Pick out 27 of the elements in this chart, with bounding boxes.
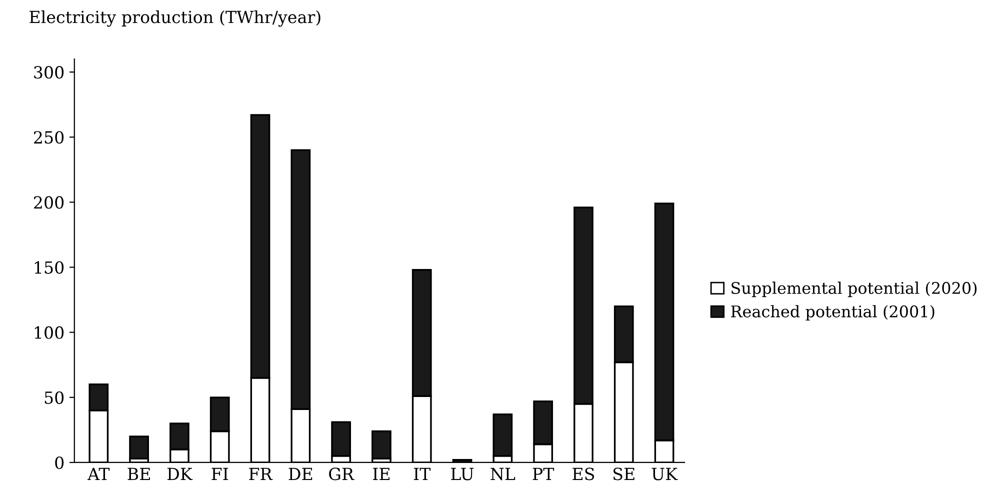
x-tick-label: IT (414, 468, 431, 480)
x-tick-label: GR (329, 468, 354, 480)
x-tick-label: AT (87, 468, 110, 480)
x-tick-label: DE (288, 468, 312, 480)
x-tick-label: ES (572, 468, 594, 480)
x-tick-label: UK (652, 468, 678, 480)
x-tick-label: IE (373, 468, 390, 480)
y-tick-label: 100 (34, 326, 64, 339)
x-tick-label: DK (167, 468, 193, 480)
y-tick-label: 300 (34, 66, 64, 79)
x-tick-label: LU (451, 468, 474, 480)
x-tick-label: SE (613, 468, 634, 480)
legend-label: Reached potential (2001) (731, 305, 934, 321)
y-tick-label: 50 (44, 391, 64, 404)
x-tick-label: PT (532, 468, 554, 480)
y-axis-title: Electricity production (TWhr/year) (30, 10, 320, 27)
bar (372, 430, 392, 460)
bar (129, 436, 149, 460)
x-tick-label: NL (490, 468, 516, 480)
x-tick-label: FI (212, 468, 228, 480)
x-tick-label: FR (249, 468, 273, 480)
y-tick-label: 250 (34, 131, 64, 144)
legend-label: Supplemental potential (2020) (732, 282, 977, 298)
x-tick-label: BE (128, 468, 150, 480)
y-tick-label: 200 (34, 196, 64, 209)
y-tick-label: 150 (34, 261, 64, 274)
y-tick-label: 0 (55, 456, 64, 470)
